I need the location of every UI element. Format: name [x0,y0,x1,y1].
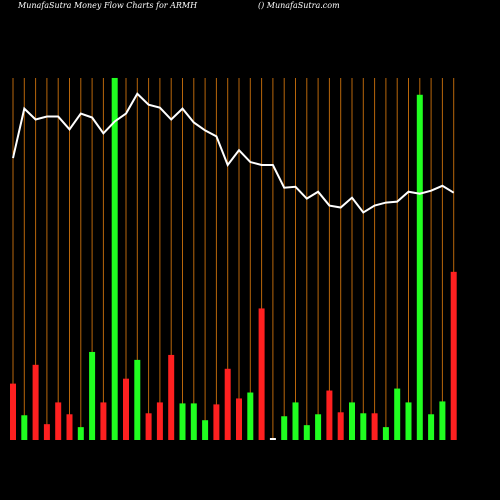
bar [303,425,310,440]
bar [202,420,209,440]
bar [32,364,39,440]
chart-subtitle: () MunafaSutra.com [258,1,340,10]
bar [134,359,141,440]
bar [156,402,163,440]
bar [66,414,73,440]
bar [292,402,299,440]
bar [123,378,129,440]
bar [281,416,288,440]
bar [258,308,265,440]
bar [405,402,412,440]
chart-title: MunafaSutra Money Flow Charts for ARMH [17,1,198,10]
bar [360,413,367,440]
bar [55,402,62,440]
bar [179,403,186,440]
bar [247,392,254,440]
bar [416,94,423,440]
bar [371,413,378,440]
bar [213,404,220,440]
bar [439,401,446,440]
bar [450,271,457,440]
bar [382,427,389,440]
bar [224,368,231,440]
bar [89,351,96,440]
bar [77,427,84,440]
bar [145,413,152,440]
bar [315,414,322,440]
bar [269,438,276,440]
bar [190,403,197,440]
bar [337,412,344,440]
bar [326,390,333,440]
money-flow-line [12,92,455,214]
bar [10,383,16,440]
bar [21,415,28,440]
bar [349,402,355,440]
bar [428,414,435,440]
bar [111,77,118,440]
bar [100,402,107,440]
bar [43,424,50,440]
bar [168,354,175,440]
bar [236,398,242,440]
bar [394,388,401,440]
